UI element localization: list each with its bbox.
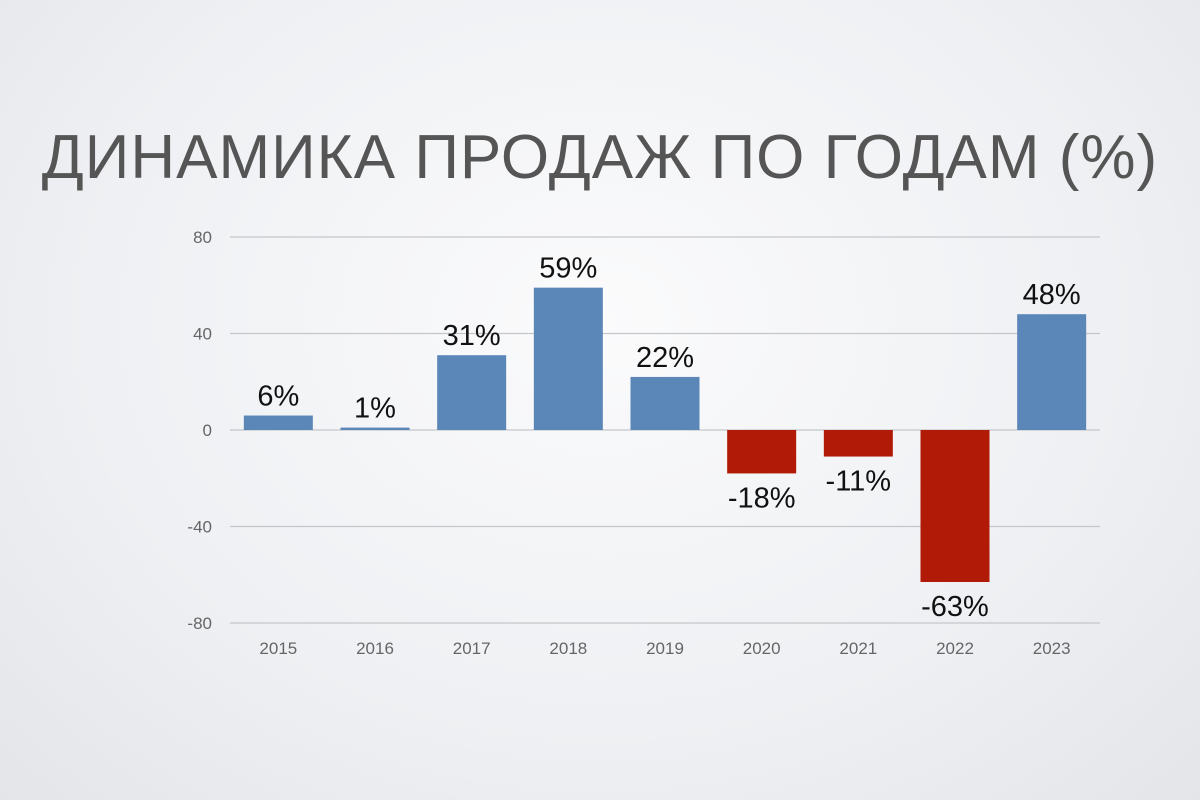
x-tick-label: 2017 <box>453 639 491 658</box>
x-tick-label: 2023 <box>1033 639 1071 658</box>
y-tick-label: 80 <box>193 228 212 247</box>
data-label-2021: -11% <box>826 466 892 498</box>
data-label-2017: 31% <box>443 320 501 352</box>
bar-2016 <box>340 427 410 430</box>
data-label-2020: -18% <box>728 482 796 514</box>
bar-2022 <box>920 430 990 582</box>
x-tick-label: 2015 <box>259 639 297 658</box>
bar-2017 <box>437 355 507 430</box>
data-label-2016: 1% <box>354 393 396 425</box>
bar-2018 <box>533 287 603 430</box>
x-tick-label: 2019 <box>646 639 684 658</box>
x-tick-label: 2022 <box>936 639 974 658</box>
bar-2023 <box>1017 314 1087 430</box>
data-label-2015: 6% <box>257 381 299 413</box>
x-tick-label: 2018 <box>549 639 587 658</box>
x-tick-label: 2020 <box>743 639 781 658</box>
data-label-2022: -63% <box>921 591 989 623</box>
y-tick-label: -80 <box>187 614 212 633</box>
data-label-2018: 59% <box>539 253 597 285</box>
y-tick-label: 40 <box>193 325 212 344</box>
bar-2015 <box>243 415 313 430</box>
chart-title: ДИНАМИКА ПРОДАЖ ПО ГОДАМ (%) <box>41 123 1159 192</box>
x-tick-label: 2021 <box>839 639 877 658</box>
bar-2021 <box>823 430 893 457</box>
data-label-2019: 22% <box>636 342 694 374</box>
bar-2019 <box>630 376 700 430</box>
y-tick-label: -40 <box>187 518 212 537</box>
data-label-2023: 48% <box>1023 279 1081 311</box>
y-tick-label: 0 <box>203 421 212 440</box>
bar-2020 <box>727 430 797 474</box>
x-tick-label: 2016 <box>356 639 394 658</box>
